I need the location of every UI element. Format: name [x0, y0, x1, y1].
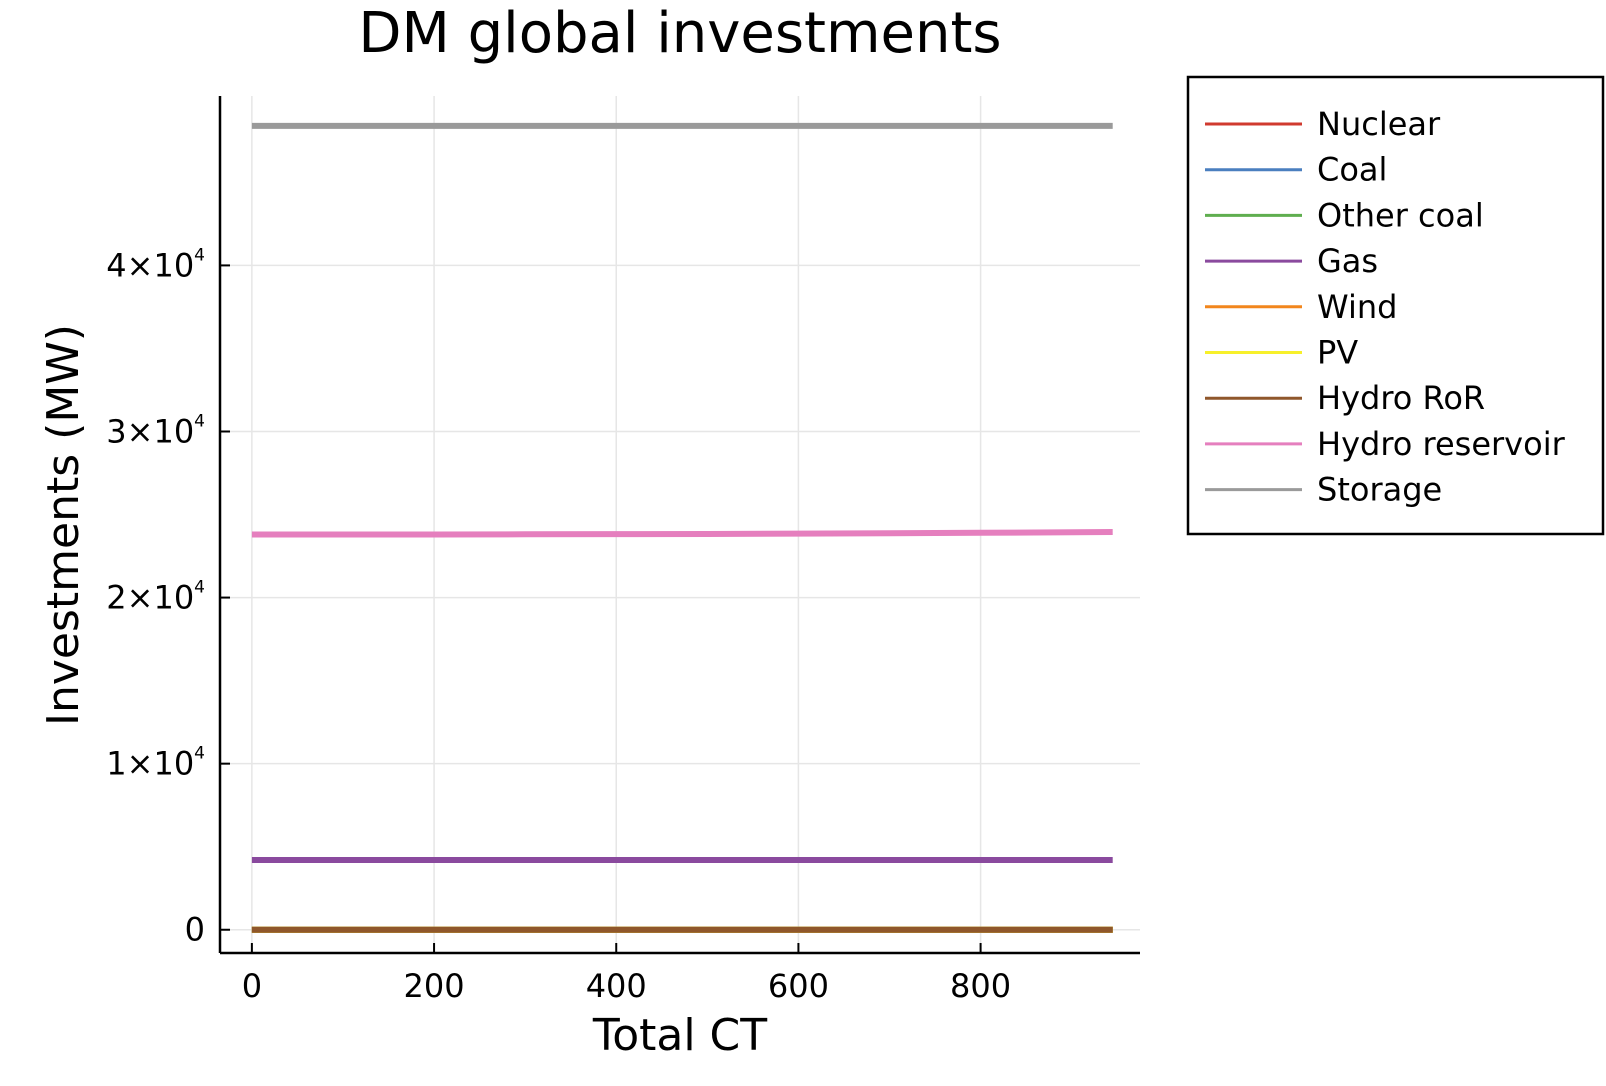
x-tick-label: 600: [768, 967, 829, 1005]
y-tick-label: 2×104: [106, 578, 205, 617]
y-tick-label: 1×104: [106, 744, 205, 783]
y-tick-label: 4×104: [106, 245, 205, 284]
y-tick-label: 3×104: [106, 411, 205, 450]
x-tick-label: 400: [586, 967, 647, 1005]
x-axis-label: Total CT: [592, 1010, 767, 1061]
legend-entry: Other coal: [1317, 196, 1484, 234]
legend-entry: Wind: [1317, 288, 1397, 326]
legend: Nuclear Coal Other coal Gas Wind PV Hydro RoR H…: [1186, 75, 1605, 536]
legend-box: [1186, 75, 1605, 536]
legend-entry: Hydro reservoir: [1317, 425, 1566, 463]
legend-entry: Storage: [1317, 471, 1442, 509]
x-tick-label: 0: [242, 967, 262, 1005]
chart-title: DM global investments: [358, 1, 1001, 66]
x-ticks: 0 200 400 600 800: [242, 943, 1011, 1005]
y-axis-label: Investments (MW): [38, 324, 89, 726]
axes: [218, 96, 1140, 955]
legend-entry: Nuclear: [1317, 105, 1441, 143]
x-tick-label: 200: [404, 967, 465, 1005]
legend-entry: Hydro RoR: [1317, 379, 1485, 417]
x-tick-label: 800: [950, 967, 1011, 1005]
legend-entry: Coal: [1317, 151, 1387, 189]
series-lines: [251, 122, 1113, 933]
series-line-hydro-reservoir: [251, 529, 1113, 538]
legend-entry: PV: [1317, 334, 1358, 372]
y-tick-label: 0: [185, 911, 205, 949]
grid: [220, 96, 1140, 953]
y-ticks: 0 1×104 2×104 3×104 4×104: [106, 245, 230, 949]
legend-entry: Gas: [1317, 242, 1378, 280]
